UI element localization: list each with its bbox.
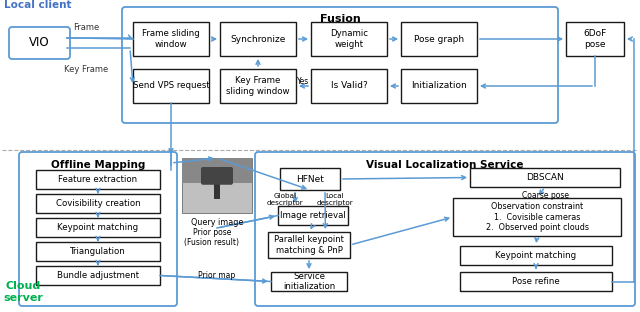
FancyBboxPatch shape bbox=[36, 266, 160, 285]
FancyBboxPatch shape bbox=[460, 272, 612, 291]
Text: Parallel keypoint
matching & PnP: Parallel keypoint matching & PnP bbox=[274, 235, 344, 255]
Text: Keypoint matching: Keypoint matching bbox=[58, 223, 139, 232]
Text: Prior map: Prior map bbox=[198, 271, 236, 280]
Text: Service
initialization: Service initialization bbox=[283, 272, 335, 291]
Text: Fusion: Fusion bbox=[319, 14, 360, 24]
Text: Global
descriptor: Global descriptor bbox=[267, 193, 303, 206]
FancyBboxPatch shape bbox=[470, 168, 620, 187]
Text: VIO: VIO bbox=[29, 37, 50, 50]
Text: Frame: Frame bbox=[73, 23, 99, 32]
Text: Query image: Query image bbox=[191, 218, 243, 227]
FancyBboxPatch shape bbox=[566, 22, 624, 56]
Text: Frame sliding
window: Frame sliding window bbox=[142, 29, 200, 49]
FancyBboxPatch shape bbox=[255, 152, 635, 306]
Bar bbox=[182, 158, 252, 213]
Text: Keypoint matching: Keypoint matching bbox=[495, 251, 577, 260]
Text: Triangulation: Triangulation bbox=[70, 247, 126, 256]
FancyBboxPatch shape bbox=[36, 242, 160, 261]
Bar bbox=[182, 158, 252, 183]
Text: Key Frame: Key Frame bbox=[64, 66, 108, 75]
FancyBboxPatch shape bbox=[36, 170, 160, 189]
Text: Image retrieval: Image retrieval bbox=[280, 211, 346, 220]
FancyBboxPatch shape bbox=[201, 167, 233, 185]
Text: Local
descriptor: Local descriptor bbox=[317, 193, 353, 206]
Text: 6DoF
pose: 6DoF pose bbox=[584, 29, 607, 49]
Text: Coarse pose: Coarse pose bbox=[522, 191, 568, 200]
FancyBboxPatch shape bbox=[133, 69, 209, 103]
Text: Initialization: Initialization bbox=[411, 81, 467, 90]
Text: Bundle adjustment: Bundle adjustment bbox=[57, 271, 139, 280]
FancyBboxPatch shape bbox=[401, 69, 477, 103]
Text: Feature extraction: Feature extraction bbox=[58, 175, 138, 184]
Text: Visual Localization Service: Visual Localization Service bbox=[366, 160, 524, 170]
Text: Dynamic
weight: Dynamic weight bbox=[330, 29, 368, 49]
Text: HFNet: HFNet bbox=[296, 174, 324, 183]
Bar bbox=[214, 180, 220, 199]
Text: Observation constraint
1.  Covisible cameras
2.  Observed point clouds: Observation constraint 1. Covisible came… bbox=[486, 202, 589, 232]
Text: Key Frame
sliding window: Key Frame sliding window bbox=[227, 76, 290, 96]
Text: Is Valid?: Is Valid? bbox=[331, 81, 367, 90]
Text: DBSCAN: DBSCAN bbox=[526, 173, 564, 182]
Text: Pose refine: Pose refine bbox=[512, 277, 560, 286]
Text: Pose graph: Pose graph bbox=[414, 35, 464, 43]
FancyBboxPatch shape bbox=[278, 206, 348, 225]
FancyBboxPatch shape bbox=[268, 232, 350, 258]
FancyBboxPatch shape bbox=[36, 218, 160, 237]
Text: Local client: Local client bbox=[4, 0, 72, 10]
FancyBboxPatch shape bbox=[271, 272, 347, 291]
FancyBboxPatch shape bbox=[9, 27, 70, 59]
FancyBboxPatch shape bbox=[19, 152, 177, 306]
FancyBboxPatch shape bbox=[133, 22, 209, 56]
FancyBboxPatch shape bbox=[280, 168, 340, 190]
FancyBboxPatch shape bbox=[220, 69, 296, 103]
FancyBboxPatch shape bbox=[311, 69, 387, 103]
FancyBboxPatch shape bbox=[460, 246, 612, 265]
Text: Covisibility creation: Covisibility creation bbox=[56, 199, 140, 208]
FancyBboxPatch shape bbox=[122, 7, 558, 123]
Text: Synchronize: Synchronize bbox=[230, 35, 285, 43]
Text: Prior pose
(Fusion result): Prior pose (Fusion result) bbox=[184, 228, 239, 247]
FancyBboxPatch shape bbox=[401, 22, 477, 56]
Text: Cloud
server: Cloud server bbox=[3, 281, 43, 303]
FancyBboxPatch shape bbox=[453, 198, 621, 236]
Text: Send VPS request: Send VPS request bbox=[132, 81, 209, 90]
FancyBboxPatch shape bbox=[311, 22, 387, 56]
Text: Yes: Yes bbox=[297, 76, 309, 85]
FancyBboxPatch shape bbox=[36, 194, 160, 213]
FancyBboxPatch shape bbox=[220, 22, 296, 56]
Text: Offline Mapping: Offline Mapping bbox=[51, 160, 145, 170]
